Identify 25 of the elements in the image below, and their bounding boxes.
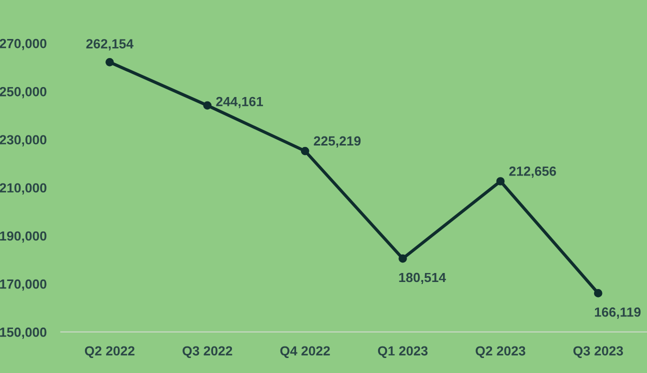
x-tick-label: Q4 2022	[280, 346, 330, 358]
data-label: 180,514	[399, 272, 446, 284]
y-tick-label: 230,000	[0, 135, 46, 146]
y-tick-label: 270,000	[0, 38, 46, 50]
data-label: 166,119	[594, 307, 641, 319]
x-tick-label: Q3 2022	[182, 346, 232, 358]
data-label: 212,656	[509, 166, 556, 178]
y-tick-label: 250,000	[0, 86, 46, 98]
point	[496, 177, 505, 186]
point	[398, 254, 407, 263]
y-tick-label: 150,000	[0, 328, 46, 339]
data-label: 262,154	[86, 39, 134, 50]
y-tick-label: 210,000	[0, 183, 46, 194]
x-tick-label: Q2 2022	[84, 346, 134, 358]
y-tick-label: 190,000	[0, 231, 46, 243]
data-label: 244,161	[216, 96, 264, 108]
point	[300, 146, 310, 156]
point	[594, 289, 602, 298]
y-tick-label: 170,000	[0, 279, 46, 291]
point	[106, 58, 114, 66]
x-tick-label: Q2 2023	[476, 346, 526, 358]
x-tick-label: Q1 2023	[378, 346, 428, 358]
data-label: 225,219	[314, 136, 361, 148]
point	[203, 101, 212, 110]
x-tick-label: Q3 2023	[573, 346, 623, 358]
